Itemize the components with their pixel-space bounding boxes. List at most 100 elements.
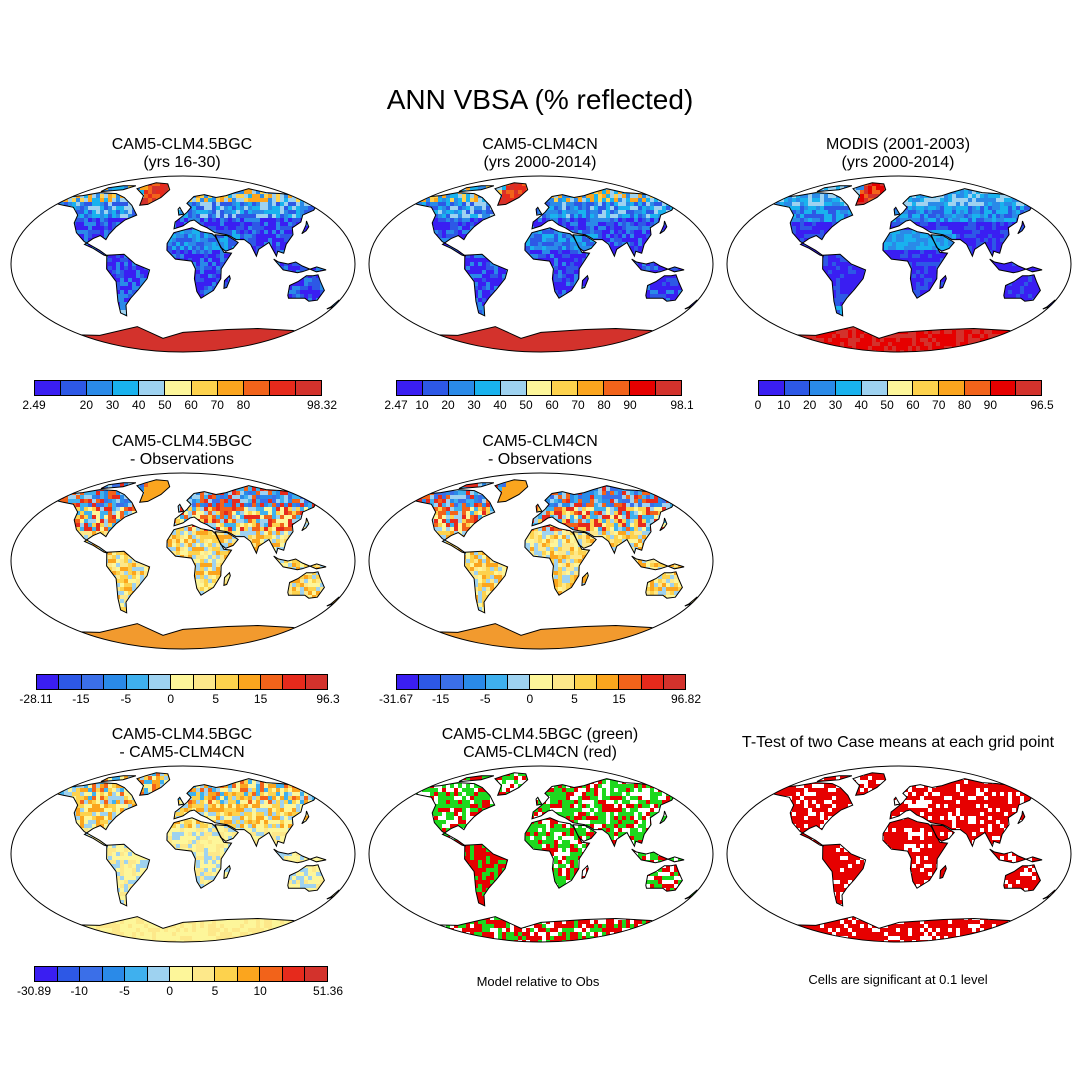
colorbar-swatch: [305, 675, 328, 689]
colorbar-6: -30.89 -10 -5 0 5 10 51.36: [17, 966, 343, 1000]
colorbar-swatch: [147, 967, 171, 981]
colorbar-swatch: [784, 381, 811, 395]
colorbar-swatch: [282, 967, 306, 981]
colorbar-swatch: [508, 675, 531, 689]
colorbar-swatch: [61, 381, 88, 395]
colorbar-swatch: [37, 675, 60, 689]
colorbar-5: -31.67 -15 -5 0 5 15 96.82: [379, 674, 701, 708]
colorbar-swatch: [87, 381, 114, 395]
colorbar-swatch: [630, 381, 657, 395]
colorbar-swatch: [102, 967, 126, 981]
caption-significance: Cells are significant at 0.1 level: [722, 972, 1074, 987]
colorbar-label: 80: [958, 398, 971, 412]
colorbar-label: -30.89: [17, 984, 51, 998]
colorbar-swatch: [597, 675, 620, 689]
colorbar-swatch: [165, 381, 192, 395]
colorbar-label: -15: [72, 692, 89, 706]
colorbar-swatch: [861, 381, 888, 395]
colorbar-label: 90: [623, 398, 636, 412]
colorbar-swatch: [216, 675, 239, 689]
colorbar-swatch: [243, 381, 270, 395]
map-border: [726, 765, 1072, 943]
colorbar-swatch: [422, 381, 449, 395]
colorbar-swatch: [269, 381, 296, 395]
colorbar-label: 30: [829, 398, 842, 412]
coastlines: [54, 182, 344, 352]
map-p4: [10, 472, 356, 650]
colorbar-label: 96.82: [671, 692, 701, 706]
colorbar-swatch: [193, 675, 217, 689]
map-p1: [10, 175, 356, 353]
colorbar-swatch: [574, 675, 598, 689]
colorbar-swatch: [171, 675, 194, 689]
panel-title: MODIS (2001-2003) (yrs 2000-2014): [722, 136, 1074, 172]
colorbar-swatch: [260, 675, 284, 689]
map-border: [368, 472, 714, 650]
colorbar-label: 5: [571, 692, 578, 706]
colorbar-swatch: [237, 967, 261, 981]
colorbar-swatches: [758, 380, 1042, 396]
colorbar-swatch: [913, 381, 940, 395]
colorbar-label: 80: [237, 398, 250, 412]
colorbar-1: 2.49 20 30 40 50 60 70 80 98.32: [22, 380, 337, 414]
colorbar-swatch: [656, 381, 681, 395]
panel-title: CAM5-CLM4CN - Observations: [364, 433, 716, 469]
colorbar-label: -5: [119, 984, 130, 998]
colorbar-label: 40: [132, 398, 145, 412]
colorbar-label: 70: [211, 398, 224, 412]
map-border: [10, 472, 356, 650]
colorbar-swatches: [396, 674, 686, 690]
colorbar-label: -5: [480, 692, 491, 706]
coastlines: [54, 772, 344, 942]
colorbar-swatch: [215, 967, 238, 981]
map-border: [368, 765, 714, 943]
colorbar-swatch: [217, 381, 244, 395]
colorbar-label: 20: [803, 398, 816, 412]
colorbar-swatch: [125, 967, 148, 981]
map-p8: [726, 765, 1072, 943]
map-border: [10, 175, 356, 353]
colorbar-swatch: [148, 675, 172, 689]
colorbar-label: -5: [121, 692, 132, 706]
coastlines: [54, 479, 344, 649]
coastlines: [770, 772, 1060, 942]
colorbar-label: 10: [415, 398, 428, 412]
colorbar-label: 0: [167, 692, 174, 706]
colorbar-label: 40: [493, 398, 506, 412]
colorbar-swatch: [170, 967, 193, 981]
map-border: [10, 765, 356, 943]
colorbar-swatch: [57, 967, 81, 981]
colorbar-label: 96.5: [1030, 398, 1053, 412]
colorbar-swatch: [759, 381, 785, 395]
colorbar-2: 2.47 10 20 30 40 50 60 70 80 90 98.1: [384, 380, 694, 414]
colorbar-swatch: [81, 675, 105, 689]
colorbar-swatch: [397, 381, 423, 395]
colorbar-label: 30: [106, 398, 119, 412]
colorbar-swatch: [113, 381, 140, 395]
colorbar-label: 98.1: [670, 398, 693, 412]
colorbar-label: 2.47: [384, 398, 407, 412]
colorbar-label: 51.36: [313, 984, 343, 998]
colorbar-label: 40: [855, 398, 868, 412]
colorbar-swatch: [1016, 381, 1042, 395]
panel-title: CAM5-CLM4.5BGC - Observations: [6, 433, 358, 469]
map-border: [368, 175, 714, 353]
colorbar-label: 15: [612, 692, 625, 706]
colorbar-label: 98.32: [307, 398, 337, 412]
colorbar-label: 50: [158, 398, 171, 412]
colorbar-swatch: [526, 381, 553, 395]
colorbar-swatch: [191, 381, 218, 395]
colorbar-label: 5: [212, 984, 219, 998]
colorbar-swatch: [500, 381, 527, 395]
colorbar-swatches: [36, 674, 328, 690]
colorbar-label: 30: [467, 398, 480, 412]
map-p2: [368, 175, 714, 353]
colorbar-label: 50: [519, 398, 532, 412]
colorbar-swatch: [448, 381, 475, 395]
map-border: [726, 175, 1072, 353]
colorbar-swatch: [397, 675, 420, 689]
colorbar-swatch: [964, 381, 991, 395]
map-p6: [10, 765, 356, 943]
colorbar-swatch: [80, 967, 103, 981]
colorbar-label: 90: [984, 398, 997, 412]
